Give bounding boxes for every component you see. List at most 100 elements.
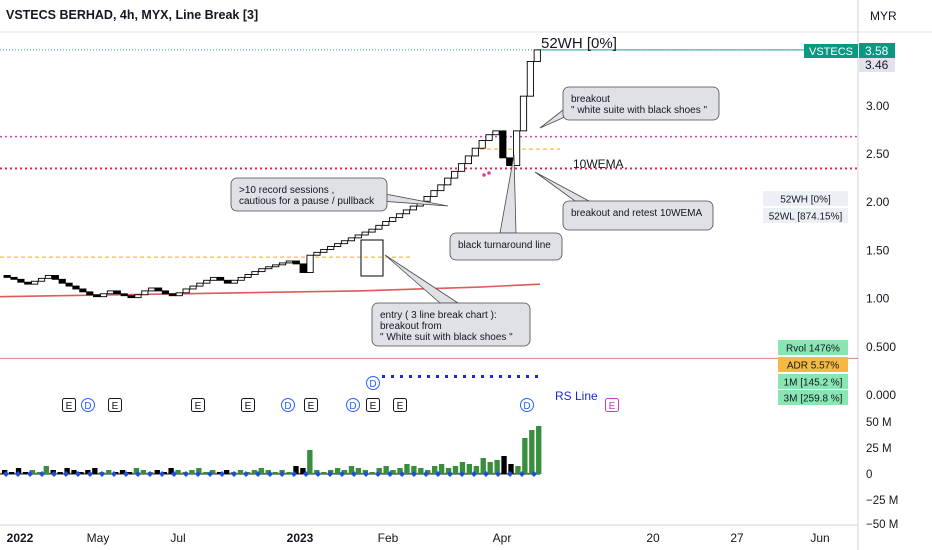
volume-dot	[147, 471, 153, 477]
volume-dot	[435, 471, 441, 477]
line-break-block	[492, 130, 500, 136]
line-break-block	[175, 292, 183, 297]
volume-dot	[447, 471, 453, 477]
volume-bar	[196, 468, 202, 474]
earnings-marker-label: E	[112, 401, 119, 412]
callout-record-pointer	[379, 192, 449, 207]
volume-dot	[159, 471, 165, 477]
dividend-marker-label: D	[284, 401, 291, 412]
line-break-block	[327, 246, 335, 250]
callout-breakout-text: " white suite with black shoes "	[571, 105, 708, 116]
price-tick-label: 0.500	[866, 340, 896, 354]
rs-line-dot	[382, 375, 385, 378]
volume-bar	[459, 462, 466, 474]
volume-dot	[207, 471, 213, 477]
volume-bar	[466, 464, 473, 474]
volume-dot	[279, 471, 285, 477]
side-rvol: Rvol 1476%	[786, 344, 840, 355]
callout-record-box	[230, 177, 388, 212]
volume-bar	[438, 464, 445, 474]
time-tick-label: 2023	[287, 531, 314, 545]
line-break-block	[182, 288, 190, 294]
line-break-block	[354, 234, 362, 239]
time-tick-label: Jun	[810, 531, 829, 545]
price-tick-label: 1.00	[866, 292, 890, 306]
line-break-block	[230, 279, 238, 284]
line-break-block	[533, 49, 541, 62]
line-break-block	[3, 275, 11, 278]
volume-bar	[494, 460, 500, 474]
dividend-marker-label: D	[84, 401, 91, 412]
line-break-block	[244, 274, 252, 278]
earnings-marker-label: E	[308, 401, 315, 412]
volume-bar	[445, 468, 452, 474]
volume-bar	[369, 472, 375, 474]
earnings-marker	[108, 398, 122, 412]
callout-record-text: cautious for a pause / pullback	[239, 196, 375, 207]
volume-dot	[375, 471, 381, 477]
line-break-block	[44, 275, 53, 279]
volume-bar	[175, 470, 181, 474]
line-break-block	[65, 282, 73, 287]
volume-bar	[487, 462, 493, 474]
volume-bar	[258, 468, 264, 474]
volume-dot	[531, 471, 537, 477]
callout-retest-text: breakout and retest 10WEMA	[571, 208, 703, 219]
line-break-block	[430, 190, 438, 197]
volume-bar	[355, 468, 362, 474]
prev-price-tag	[859, 58, 895, 72]
volume-bar	[501, 456, 507, 474]
dividend-marker-label: D	[369, 379, 376, 390]
callout-retest-pointer	[534, 171, 590, 202]
line-break-block	[519, 95, 528, 132]
line-break-block	[320, 248, 328, 253]
line-break-block	[306, 254, 314, 274]
time-tick-label: 27	[730, 531, 744, 545]
symbol-tag-label: VSTECS	[809, 46, 853, 58]
line-break-block	[471, 147, 479, 157]
volume-dot	[411, 471, 417, 477]
callout-entry-text: " White suit with black shoes "	[380, 332, 513, 343]
marker-dot	[487, 171, 491, 175]
line-break-block	[478, 140, 486, 149]
callout-breakout-box	[562, 86, 720, 121]
callout-breakout-text: breakout	[571, 94, 610, 105]
line-break-block	[189, 285, 197, 290]
volume-dot	[495, 471, 501, 477]
price-tick-label: 2.50	[866, 147, 890, 161]
volume-dot	[183, 471, 189, 477]
annotation-52wh: 52WH [0%]	[541, 35, 617, 52]
line-break-block	[72, 285, 80, 290]
earnings-marker-label: E	[66, 401, 73, 412]
price-tick-label: 0.000	[866, 388, 896, 402]
side-1m-bg	[778, 374, 848, 389]
line-break-block	[51, 275, 59, 280]
volume-bar	[418, 468, 424, 474]
volume-bar	[307, 450, 313, 474]
time-tick-label: 2022	[7, 531, 34, 545]
side-rvol-bg	[778, 340, 848, 355]
volume-bar	[237, 470, 244, 474]
volume-tick-label: 0	[866, 469, 872, 481]
time-tick-label: 20	[646, 531, 660, 545]
price-tick-label: 2.00	[866, 195, 890, 209]
line-break-block	[210, 276, 218, 281]
volume-dot	[219, 471, 225, 477]
volume-bar	[404, 464, 410, 474]
volume-dot	[51, 471, 57, 477]
line-break-block	[368, 228, 376, 233]
volume-dot	[387, 471, 393, 477]
volume-bar	[341, 470, 348, 474]
volume-bar	[293, 466, 299, 474]
line-break-block	[258, 268, 266, 273]
volume-dot	[399, 471, 405, 477]
volume-bar	[272, 472, 278, 474]
volume-bar	[480, 458, 486, 474]
chart-title: VSTECS BERHAD, 4h, MYX, Line Break [3]	[6, 8, 259, 22]
volume-bar	[300, 468, 306, 474]
dividend-marker-label: D	[523, 401, 530, 412]
line-break-block	[93, 294, 101, 298]
currency-label[interactable]: MYR	[870, 9, 897, 23]
dividend-marker	[366, 376, 380, 390]
line-break-block	[203, 279, 211, 284]
